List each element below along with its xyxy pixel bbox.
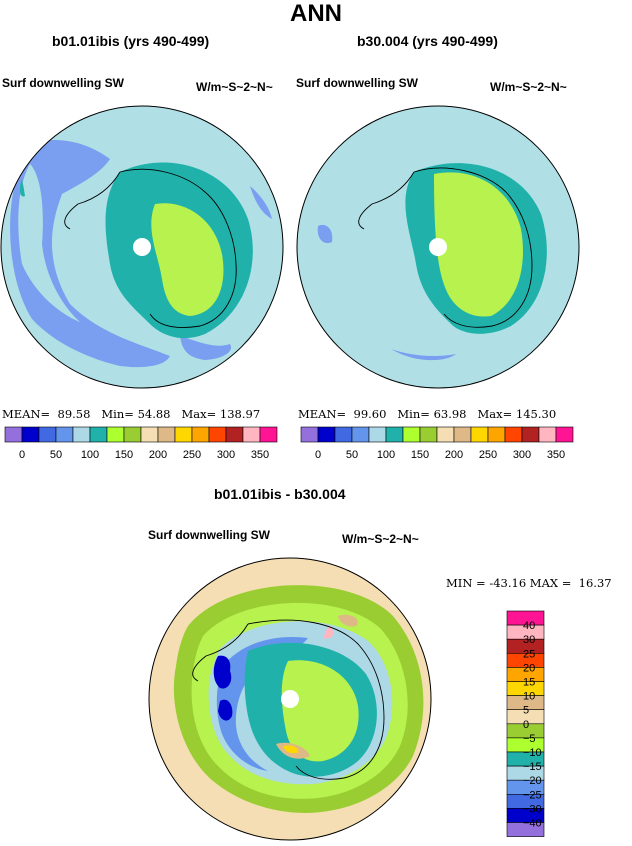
panel2-colorbar-color-box	[453, 426, 472, 443]
panel1-colorbar-color-box	[174, 426, 193, 443]
panel1-colorbar-color-box	[225, 426, 244, 443]
panel1-case-title: b01.01ibis (yrs 490-499)	[52, 33, 210, 49]
diff-title: b01.01ibis - b30.004	[214, 486, 346, 502]
diff-colorbar-tick-label: −20	[523, 775, 542, 787]
panel2-colorbar-tick-label: 250	[479, 449, 497, 461]
diff-colorbar-tick-label: 40	[523, 620, 535, 632]
panel2-mean-value: 99.60	[353, 407, 387, 421]
panel2-colorbar-color-box	[504, 426, 523, 443]
panel1-colorbar-color-box	[140, 426, 159, 443]
diff-colorbar: 40 30 25 20 15 10 5 0 −5 −10 −15 −20 −25 −30 −40	[506, 610, 545, 837]
diff-colorbar-tick-label: −40	[523, 818, 542, 830]
panel1-colorbar-color-box	[259, 426, 278, 443]
panel1-colorbar-tick-label: 0	[19, 449, 25, 461]
panel2-stats: MEAN= 99.60 Min= 63.98 Max= 145.30	[298, 407, 556, 421]
panel2-case-title: b30.004 (yrs 490-499)	[357, 33, 498, 49]
panel2-colorbar-tick-label: 0	[315, 449, 321, 461]
panel2-colorbar-color-box	[317, 426, 336, 443]
panel1-colorbar-color-box	[72, 426, 91, 443]
panel1-colorbar-tick-label: 250	[183, 449, 201, 461]
diff-colorbar-tick-label: −30	[523, 803, 542, 815]
panel1-colorbar-color-box	[55, 426, 74, 443]
diff-polar-map	[148, 557, 432, 841]
diff-colorbar-tick-label: −25	[523, 789, 542, 801]
panel1-colorbar-color-box	[208, 426, 227, 443]
panel1-colorbar-color-box	[106, 426, 125, 443]
panel2-min-value: 63.98	[433, 407, 467, 421]
panel1-stats: MEAN= 89.58 Min= 54.88 Max= 138.97	[2, 407, 260, 421]
panel1-colorbar-color-box	[21, 426, 40, 443]
diff-min-label: MIN =	[446, 576, 486, 590]
panel1-colorbar-color-box	[89, 426, 108, 443]
panel2-colorbar-tick-label: 100	[377, 449, 395, 461]
panel1-mean-label: MEAN=	[2, 407, 51, 421]
panel1-variable-label: Surf downwelling SW	[2, 76, 124, 90]
panel2-max-label: Max=	[477, 407, 513, 421]
panel2-colorbar-color-box	[402, 426, 421, 443]
diff-colorbar-tick-label: 25	[523, 648, 535, 660]
panel2-polar-map	[296, 105, 580, 389]
panel2-colorbar-color-box	[419, 426, 438, 443]
diff-colorbar-tick-label: 15	[523, 677, 535, 689]
diff-min-value: -43.16	[489, 576, 527, 590]
panel2-colorbar-color-box	[470, 426, 489, 443]
panel1-colorbar-tick-label: 200	[149, 449, 167, 461]
season-title: ANN	[290, 0, 342, 27]
panel2-colorbar-color-box	[436, 426, 455, 443]
diff-colorbar-color-box	[506, 822, 545, 837]
diff-colorbar-tick-label: 30	[523, 634, 535, 646]
panel1-colorbar-color-box	[191, 426, 210, 443]
panel2-colorbar: 0 50 100 150 200 250 300 350	[300, 426, 574, 461]
diff-colorbar-tick-label: 0	[523, 719, 529, 731]
panel1-colorbar-color-box	[157, 426, 176, 443]
panel1-polar-map	[0, 105, 284, 389]
panel1-colorbar-color-box	[242, 426, 261, 443]
panel1-min-value: 54.88	[137, 407, 171, 421]
panel2-colorbar-color-box	[521, 426, 540, 443]
panel2-colorbar-color-box	[487, 426, 506, 443]
panel2-colorbar-tick-label: 150	[411, 449, 429, 461]
diff-variable-label: Surf downwelling SW	[148, 528, 270, 542]
diff-colorbar-tick-label: −10	[523, 747, 542, 759]
panel2-colorbar-tick-label: 50	[346, 449, 358, 461]
panel2-colorbar-tick-label: 300	[513, 449, 531, 461]
panel2-colorbar-tick-label: 350	[547, 449, 565, 461]
panel2-min-label: Min=	[397, 407, 430, 421]
panel2-colorbar-color-box	[334, 426, 353, 443]
diff-max-value: 16.37	[578, 576, 612, 590]
panel2-colorbar-color-box	[300, 426, 319, 443]
diff-units-label: W/m~S~2~N~	[342, 532, 419, 546]
panel1-colorbar-tick-label: 50	[50, 449, 62, 461]
panel2-units-label: W/m~S~2~N~	[490, 80, 567, 94]
diff-colorbar-tick-label: 20	[523, 662, 535, 674]
panel1-colorbar-tick-label: 300	[217, 449, 235, 461]
panel1-colorbar-color-box	[38, 426, 57, 443]
panel1-max-label: Max=	[181, 407, 217, 421]
panel1-min-label: Min=	[101, 407, 134, 421]
diff-colorbar-tick-label: 10	[523, 691, 535, 703]
panel2-colorbar-color-box	[538, 426, 557, 443]
panel2-colorbar-color-box	[385, 426, 404, 443]
panel2-mean-label: MEAN=	[298, 407, 347, 421]
panel1-colorbar-color-box	[123, 426, 142, 443]
panel2-colorbar-color-box	[351, 426, 370, 443]
diff-colorbar-tick-label: 5	[523, 705, 529, 717]
panel1-units-label: W/m~S~2~N~	[196, 80, 273, 94]
diff-max-label: MAX =	[529, 576, 572, 590]
panel1-colorbar-color-box	[4, 426, 23, 443]
panel1-colorbar-tick-label: 100	[81, 449, 99, 461]
panel1-colorbar: 0 50 100 150 200 250 300 350	[4, 426, 278, 461]
panel1-colorbar-tick-label: 350	[251, 449, 269, 461]
panel2-variable-label: Surf downwelling SW	[296, 76, 418, 90]
diff-colorbar-tick-label: −15	[523, 761, 542, 773]
diff-colorbar-tick-label: −5	[523, 733, 536, 745]
panel2-colorbar-tick-label: 200	[445, 449, 463, 461]
panel2-max-value: 145.30	[515, 407, 557, 421]
panel2-colorbar-color-box	[368, 426, 387, 443]
panel2-colorbar-color-box	[555, 426, 574, 443]
panel1-mean-value: 89.58	[57, 407, 91, 421]
diff-stats: MIN = -43.16 MAX = 16.37	[446, 576, 612, 590]
panel1-max-value: 138.97	[219, 407, 261, 421]
panel1-colorbar-tick-label: 150	[115, 449, 133, 461]
